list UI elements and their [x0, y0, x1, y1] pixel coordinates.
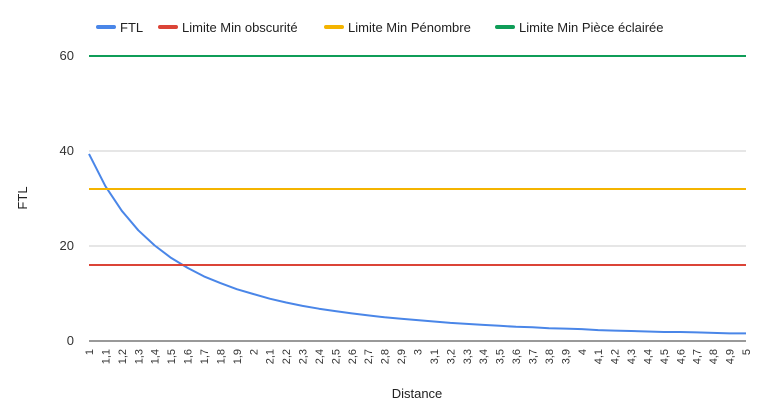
legend-label: Limite Min obscurité — [182, 20, 298, 35]
x-tick-label: 2,2 — [281, 349, 293, 364]
y-axis-title: FTL — [15, 186, 30, 209]
x-tick-label: 4,6 — [675, 349, 687, 364]
x-tick-label: 1,9 — [232, 349, 244, 364]
x-tick-label: 2,8 — [380, 349, 392, 364]
x-axis-ticks: 1 1,1 1,2 1,3 1,4 1,5 1,6 1,7 1,8 1,9 2 2,1 2,2 2,3 2,… — [84, 349, 753, 364]
x-tick-label: 4,7 — [692, 349, 704, 364]
x-tick-label: 2,6 — [347, 349, 359, 364]
gridlines — [89, 55, 746, 342]
x-tick-label: 3,3 — [462, 349, 474, 364]
x-tick-label: 1,6 — [183, 349, 195, 364]
x-tick-label: 1 — [84, 349, 96, 355]
x-tick-label: 3,1 — [429, 349, 441, 364]
x-tick-label: 1,3 — [133, 349, 145, 364]
x-tick-label: 2,4 — [314, 349, 326, 364]
x-tick-label: 4 — [577, 349, 589, 355]
x-tick-label: 2,3 — [298, 349, 310, 364]
x-tick-label: 3,8 — [544, 349, 556, 364]
x-tick-label: 3,7 — [527, 349, 539, 364]
x-tick-label: 2,7 — [363, 349, 375, 364]
x-tick-label: 3,6 — [511, 349, 523, 364]
x-tick-label: 3,2 — [445, 349, 457, 364]
legend-label: FTL — [120, 20, 143, 35]
x-tick-label: 5 — [741, 349, 753, 355]
x-tick-label: 2 — [248, 349, 260, 355]
x-tick-label: 4,3 — [626, 349, 638, 364]
x-tick-label: 1,2 — [117, 349, 129, 364]
x-tick-label: 2,1 — [265, 349, 277, 364]
series-lines — [88, 55, 746, 335]
x-tick-label: 1,1 — [100, 349, 112, 364]
x-tick-label: 4,8 — [708, 349, 720, 364]
y-tick-label: 60 — [60, 48, 74, 63]
x-tick-label: 4,9 — [725, 349, 737, 364]
x-tick-label: 4,5 — [659, 349, 671, 364]
series-line-0 — [88, 153, 746, 335]
y-tick-label: 20 — [60, 238, 74, 253]
x-tick-label: 3,9 — [560, 349, 572, 364]
x-tick-label: 2,9 — [396, 349, 408, 364]
x-tick-label: 4,2 — [610, 349, 622, 364]
x-tick-label: 3,4 — [478, 349, 490, 364]
legend: FTL Limite Min obscurité Limite Min Pénomb… — [96, 20, 664, 35]
x-tick-label: 1,7 — [199, 349, 211, 364]
x-tick-label: 1,4 — [150, 349, 162, 364]
legend-label: Limite Min Pièce éclairée — [519, 20, 664, 35]
x-tick-label: 4,4 — [642, 349, 654, 364]
x-tick-label: 3,5 — [495, 349, 507, 364]
x-tick-label: 3 — [413, 349, 425, 355]
x-tick-label: 2,5 — [330, 349, 342, 364]
y-axis-ticks: 0 20 40 60 — [60, 48, 74, 348]
x-tick-label: 1,8 — [215, 349, 227, 364]
y-tick-label: 0 — [67, 333, 74, 348]
x-tick-label: 1,5 — [166, 349, 178, 364]
x-axis-title: Distance — [392, 386, 443, 401]
y-tick-label: 40 — [60, 143, 74, 158]
x-tick-label: 4,1 — [593, 349, 605, 364]
legend-label: Limite Min Pénombre — [348, 20, 471, 35]
